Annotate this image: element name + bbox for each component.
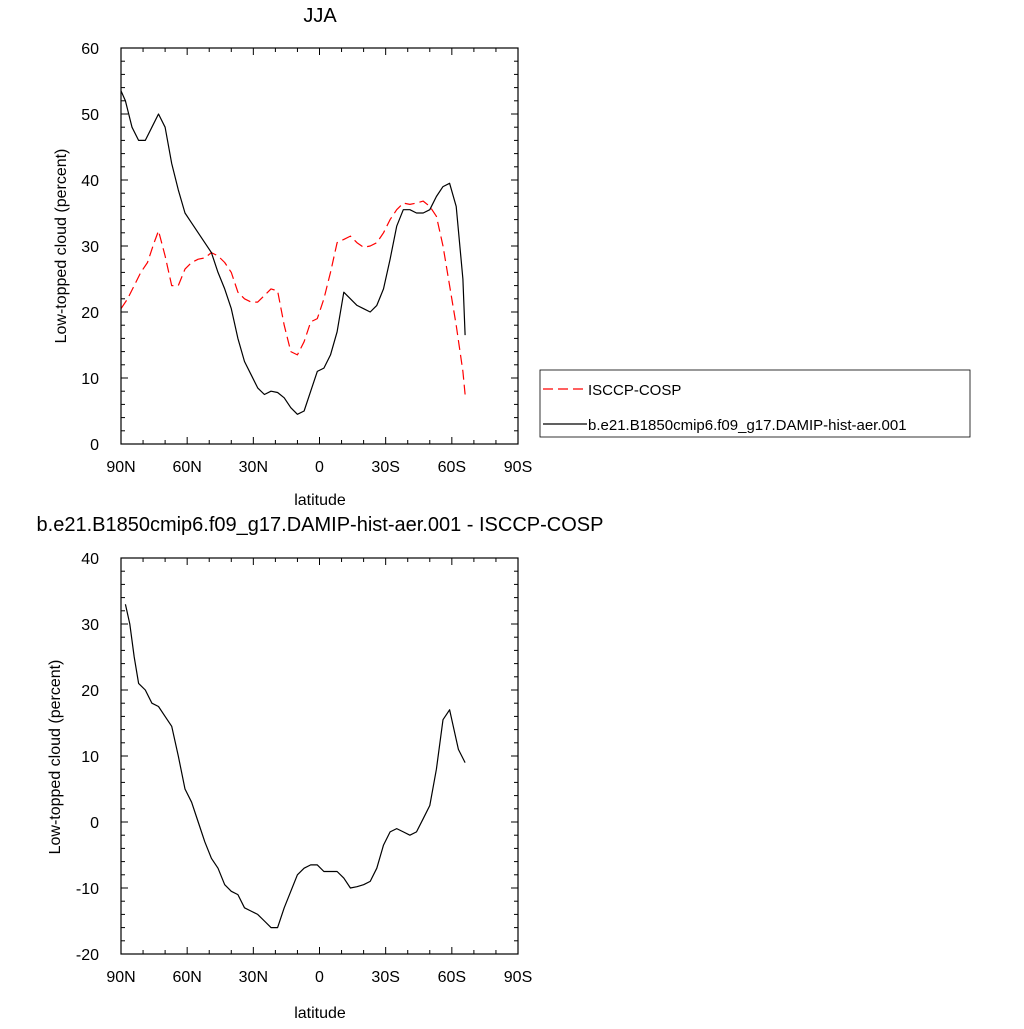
bottom-chart-y-tick-label: -20 <box>76 947 99 964</box>
bottom-chart-y-tick-label: 30 <box>81 617 99 634</box>
bottom-chart-y-tick-label: 20 <box>81 683 99 700</box>
bottom-chart-x-tick-label: 60S <box>438 969 466 986</box>
top-chart-y-tick-label: 0 <box>90 437 99 454</box>
top-chart-x-axis-label: latitude <box>294 492 346 509</box>
bottom-chart-y-tick-label: 10 <box>81 749 99 766</box>
top-chart-x-tick-label: 90N <box>106 459 135 476</box>
bottom-chart-title: b.e21.B1850cmip6.f09_g17.DAMIP-hist-aer.… <box>37 514 604 536</box>
bottom-chart-x-tick-label: 90N <box>106 969 135 986</box>
top-chart-x-tick-label: 60S <box>438 459 466 476</box>
top-chart-series-line-dashed <box>120 200 466 395</box>
bottom-chart-x-tick-label: 90S <box>504 969 532 986</box>
bottom-chart-x-axis-label: latitude <box>294 1005 346 1022</box>
top-chart-plot-frame <box>120 47 519 445</box>
top-chart-y-axis-label: Low-topped cloud (percent) <box>53 149 70 344</box>
bottom-chart-x-tick-label: 30S <box>371 969 399 986</box>
legend-model-label: b.e21.B1850cmip6.f09_g17.DAMIP-hist-aer.… <box>588 417 907 434</box>
top-chart-ticks: 90N 60N 30N 0 30S 60S 90S 0 10 20 30 40 50 60 <box>81 41 532 476</box>
bottom-chart-plot-frame <box>120 557 519 955</box>
bottom-chart-series-line-solid <box>124 604 466 929</box>
bottom-chart-series <box>124 604 466 929</box>
bottom-chart-x-tick-label: 0 <box>315 969 324 986</box>
bottom-chart-y-tick-label: 40 <box>81 551 99 568</box>
bottom-chart-y-axis-label: Low-topped cloud (percent) <box>47 660 64 855</box>
top-chart-series <box>120 90 466 415</box>
top-chart-y-tick-label: 30 <box>81 239 99 256</box>
top-chart-title: JJA <box>303 5 337 27</box>
top-chart-x-tick-label: 90S <box>504 459 532 476</box>
top-chart-x-tick-label: 30S <box>371 459 399 476</box>
bottom-chart-x-tick-label: 30N <box>239 969 268 986</box>
top-chart-x-tick-label: 30N <box>239 459 268 476</box>
top-chart: JJA 90N 60N 30N 0 30S 60S 90S 0 10 20 30 40 50 60 lat… <box>53 5 532 509</box>
top-chart-y-tick-label: 60 <box>81 41 99 58</box>
top-chart-y-tick-label: 50 <box>81 107 99 124</box>
bottom-chart-y-tick-label: 0 <box>90 815 99 832</box>
top-chart-y-tick-label: 10 <box>81 371 99 388</box>
legend-isccp-label: ISCCP-COSP <box>588 382 681 399</box>
top-chart-y-tick-label: 20 <box>81 305 99 322</box>
bottom-chart-ticks: 90N 60N 30N 0 30S 60S 90S -20 -10 0 10 20 30 40 <box>76 551 532 986</box>
top-chart-x-tick-label: 60N <box>172 459 201 476</box>
bottom-chart-x-tick-label: 60N <box>172 969 201 986</box>
top-chart-x-tick-label: 0 <box>315 459 324 476</box>
top-chart-series-line-solid <box>120 90 466 415</box>
bottom-chart: b.e21.B1850cmip6.f09_g17.DAMIP-hist-aer.… <box>37 514 604 1022</box>
legend: ISCCP-COSP b.e21.B1850cmip6.f09_g17.DAMI… <box>539 369 971 438</box>
legend-box <box>539 369 971 438</box>
bottom-chart-y-tick-label: -10 <box>76 881 99 898</box>
top-chart-y-tick-label: 40 <box>81 173 99 190</box>
